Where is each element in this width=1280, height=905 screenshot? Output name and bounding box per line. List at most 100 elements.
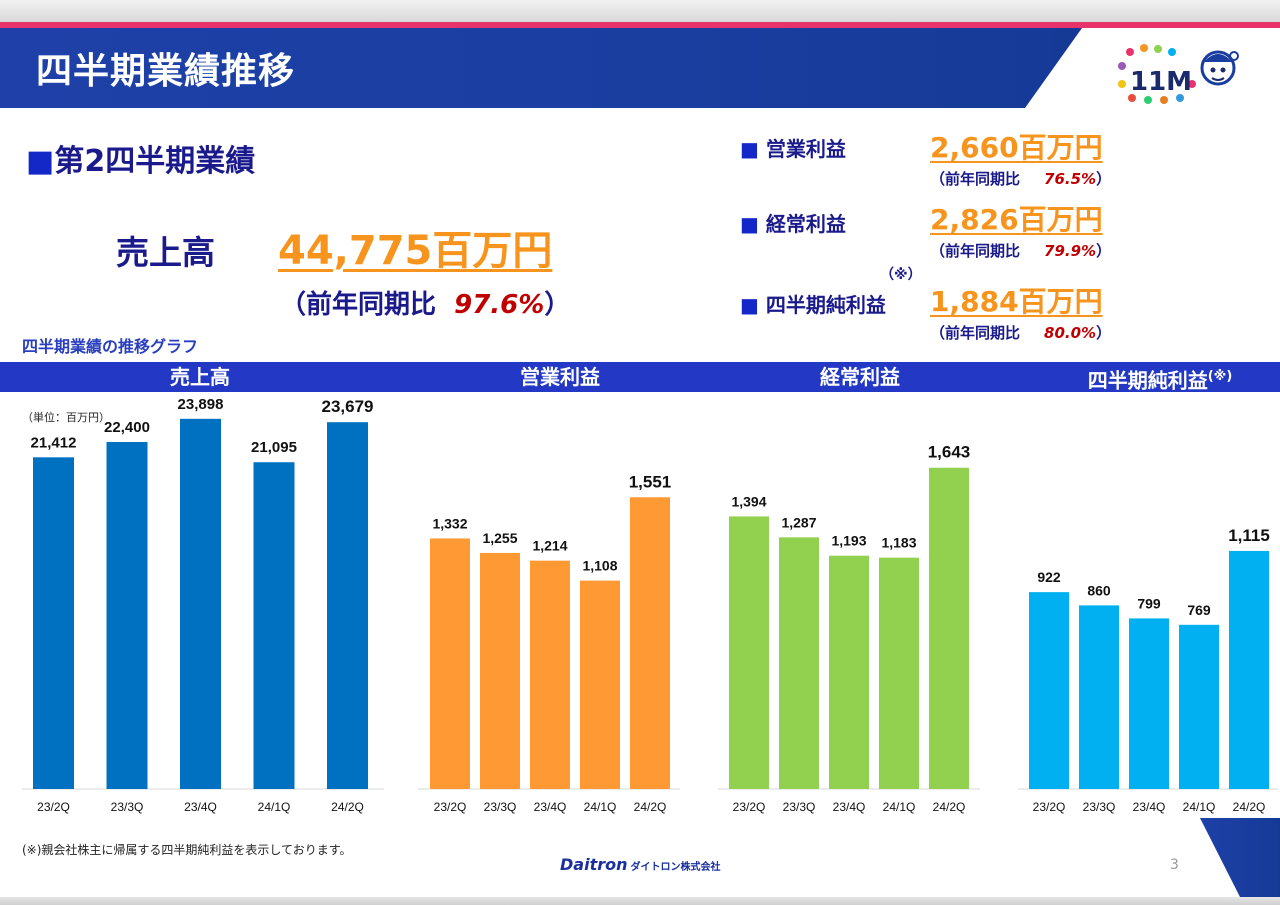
unit-note: （単位：百万円） xyxy=(22,411,110,424)
chart-net-data-label: 799 xyxy=(1137,595,1161,611)
chart-operating-tick-label: 23/4Q xyxy=(534,800,567,814)
page-number: 3 xyxy=(1170,857,1179,873)
kpi-net-label: ■ 四半期純利益 xyxy=(740,289,886,318)
chart-sales-data-label: 23,898 xyxy=(178,396,224,413)
chart-operating-tick-label: 24/1Q xyxy=(584,800,617,814)
kpi-operating-label: ■ 営業利益 xyxy=(740,133,846,162)
chart-sales-bar xyxy=(106,442,148,789)
kpi-operating-yoy-value: 76.5% xyxy=(1044,170,1097,188)
section-heading-text: 第2四半期業績 xyxy=(54,144,256,179)
chart-title-net: 四半期純利益(※) xyxy=(1060,362,1260,393)
chart-sales-data-label: 21,095 xyxy=(251,439,297,456)
chart-ordinary-tick-label: 24/2Q xyxy=(933,800,966,814)
chart-net-data-label: 922 xyxy=(1037,569,1061,585)
chart-operating-bar xyxy=(530,560,570,789)
kpi-ordinary-value: 2,826百万円 xyxy=(930,203,1103,236)
footnote: (※)親会社株主に帰属する四半期純利益を表示しております。 xyxy=(22,843,352,857)
chart-sales-bar xyxy=(33,457,74,789)
kpi-operating-yoy: （前年同期比 76.5%） xyxy=(930,168,1111,189)
square-bullet-icon: ■ xyxy=(740,137,759,161)
square-bullet-icon: ■ xyxy=(26,144,55,179)
chart-ordinary-tick-label: 23/3Q xyxy=(783,800,816,814)
chart-ordinary-data-label: 1,394 xyxy=(731,493,766,509)
kpi-operating-label-text: 営業利益 xyxy=(765,137,846,161)
sales-yoy: （前年同期比 97.6%） xyxy=(280,284,570,321)
company-logo-icon: 11M xyxy=(1118,44,1239,104)
chart-operating-data-label: 1,255 xyxy=(482,530,517,546)
title-bar xyxy=(0,28,1082,108)
kpi-ordinary-label: ■ 経常利益 xyxy=(740,208,846,237)
chart-title-net-text: 四半期純利益 xyxy=(1087,368,1208,393)
chart-sales-tick-label: 23/3Q xyxy=(111,800,144,814)
chart-operating-bar xyxy=(480,552,520,789)
chart-ordinary-tick-label: 24/1Q xyxy=(883,800,916,814)
sales-yoy-suffix: ） xyxy=(544,290,571,320)
chart-operating-data-label: 1,214 xyxy=(532,538,567,554)
kpi-net-value: 1,884百万円 xyxy=(930,285,1103,318)
chart-sales-bar xyxy=(327,422,368,789)
chart-operating-bar xyxy=(630,497,670,789)
chart-net-tick-label: 24/1Q xyxy=(1183,800,1216,814)
chart-net-tick-label: 24/2Q xyxy=(1233,800,1266,814)
bottom-strip xyxy=(0,897,1280,905)
chart-ordinary-data-label: 1,193 xyxy=(831,533,866,549)
graph-caption: 四半期業績の推移グラフ xyxy=(22,337,199,356)
kpi-ordinary-yoy-suffix: ） xyxy=(1096,242,1112,260)
company-name: Daitron xyxy=(560,855,628,874)
square-bullet-icon: ■ xyxy=(740,212,759,236)
chart-net-data-label: 1,115 xyxy=(1228,526,1270,545)
kpi-net-label-text: 四半期純利益 xyxy=(765,293,886,317)
kpi-operating-value: 2,660百万円 xyxy=(930,131,1103,164)
page-title: 四半期業績推移 xyxy=(36,51,296,92)
logo-text: 11M xyxy=(1130,67,1192,97)
company-name-jp: ダイトロン株式会社 xyxy=(630,862,721,873)
chart-ordinary-data-label: 1,643 xyxy=(928,443,971,462)
sales-label: 売上高 xyxy=(116,233,215,272)
chart-operating-tick-label: 23/2Q xyxy=(434,800,467,814)
charts-canvas: 21,412 23/2Q 22,400 23/3Q 23,898 23/4Q 21,095 2… xyxy=(22,396,1278,814)
kpi-operating-yoy-prefix: （前年同期比 xyxy=(930,170,1021,188)
chart-net-bar xyxy=(1129,618,1169,789)
chart-sales-data-label: 22,400 xyxy=(104,419,150,436)
chart-sales-bar xyxy=(180,418,221,789)
chart-sales-tick-label: 23/4Q xyxy=(184,800,217,814)
chart-net-bar xyxy=(1079,605,1119,789)
chart-header-band xyxy=(0,362,1280,392)
net-note-mark: （※） xyxy=(880,267,922,283)
chart-ordinary-data-label: 1,287 xyxy=(781,514,816,530)
company-brand: Daitron ダイトロン株式会社 xyxy=(560,855,720,874)
chart-ordinary-bar xyxy=(929,467,969,789)
chart-sales-tick-label: 24/1Q xyxy=(258,800,291,814)
section-heading: ■第2四半期業績 xyxy=(26,136,255,180)
chart-sales-data-label: 21,412 xyxy=(31,434,77,451)
chart-operating-data-label: 1,332 xyxy=(432,515,467,531)
chart-title-operating: 営業利益 xyxy=(520,365,600,389)
kpi-ordinary-label-text: 経常利益 xyxy=(765,212,846,236)
chart-net-tick-label: 23/2Q xyxy=(1033,800,1066,814)
chart-ordinary-bar xyxy=(879,557,919,789)
chart-title-sales: 売上高 xyxy=(170,365,230,389)
chart-sales-tick-label: 23/2Q xyxy=(37,800,70,814)
top-strip xyxy=(0,0,1280,22)
chart-operating-bar xyxy=(430,538,470,789)
chart-net-tick-label: 23/4Q xyxy=(1133,800,1166,814)
kpi-net-yoy-prefix: （前年同期比 xyxy=(930,324,1021,342)
kpi-net-yoy: （前年同期比 80.0%） xyxy=(930,322,1111,343)
kpi-ordinary-yoy: （前年同期比 79.9%） xyxy=(930,240,1111,261)
chart-ordinary-tick-label: 23/4Q xyxy=(833,800,866,814)
kpi-net-yoy-suffix: ） xyxy=(1096,324,1112,342)
chart-net-bar xyxy=(1179,624,1219,789)
kpi-ordinary-yoy-value: 79.9% xyxy=(1044,242,1097,260)
chart-ordinary-data-label: 1,183 xyxy=(881,535,916,551)
chart-ordinary-bar xyxy=(779,537,819,789)
chart-net-tick-label: 23/3Q xyxy=(1083,800,1116,814)
chart-net-bar xyxy=(1229,550,1269,789)
chart-ordinary-tick-label: 23/2Q xyxy=(733,800,766,814)
chart-ordinary-bar xyxy=(729,516,769,789)
square-bullet-icon: ■ xyxy=(740,293,759,317)
chart-title-net-note: (※) xyxy=(1207,369,1233,384)
sales-yoy-prefix: （前年同期比 xyxy=(280,290,437,320)
chart-ordinary-bar xyxy=(829,555,869,789)
kpi-ordinary-yoy-prefix: （前年同期比 xyxy=(930,242,1021,260)
chart-net-data-label: 769 xyxy=(1187,602,1211,618)
